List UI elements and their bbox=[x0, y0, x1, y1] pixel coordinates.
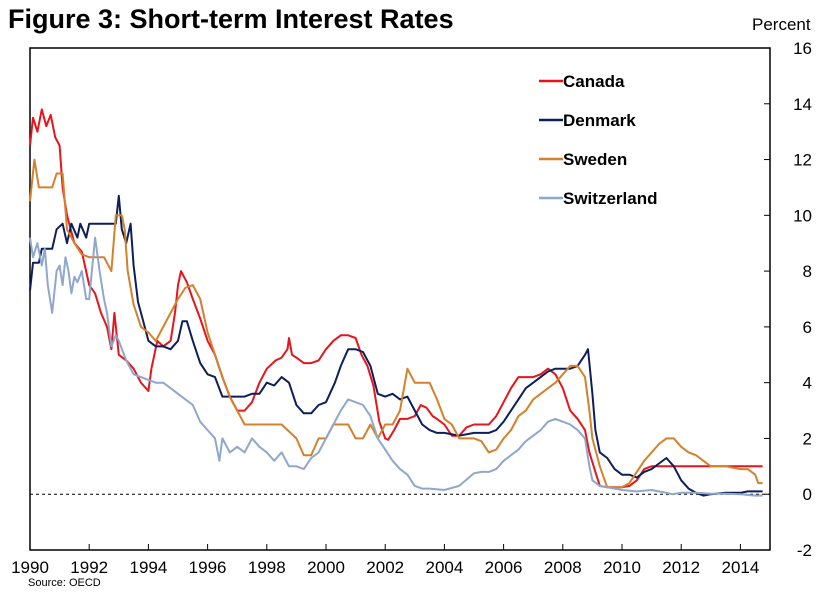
x-tick-label: 2008 bbox=[544, 558, 582, 577]
y-tick-label: 14 bbox=[793, 95, 812, 114]
series-layer bbox=[29, 108, 763, 497]
x-axis: 1990 1992 1994 1996 1998 2000 2002 2004 2006 2008… bbox=[11, 544, 759, 577]
y-tick-label: -2 bbox=[797, 541, 812, 560]
y-tick-label: 0 bbox=[803, 485, 812, 504]
series-line-sweden bbox=[29, 158, 763, 489]
x-tick-label: 2010 bbox=[603, 558, 641, 577]
x-tick-label: 1994 bbox=[129, 558, 167, 577]
y-tick-label: 4 bbox=[803, 374, 812, 393]
y-tick-label: 10 bbox=[793, 206, 812, 225]
y-tick-label: 12 bbox=[793, 151, 812, 170]
x-tick-label: 2002 bbox=[366, 558, 404, 577]
legend-label-sweden: Sweden bbox=[563, 150, 627, 169]
y-tick-label: 16 bbox=[793, 39, 812, 58]
x-tick-label: 2012 bbox=[662, 558, 700, 577]
y-axis: -2 0 2 4 6 8 10 12 14 16 bbox=[764, 39, 812, 560]
series-line-switzerland bbox=[29, 236, 763, 497]
x-tick-label: 2004 bbox=[425, 558, 463, 577]
x-tick-label: 2014 bbox=[721, 558, 759, 577]
x-tick-label: 1996 bbox=[189, 558, 227, 577]
chart-title: Figure 3: Short-term Interest Rates bbox=[8, 4, 454, 34]
plot-area-frame bbox=[29, 47, 771, 551]
legend-label-canada: Canada bbox=[563, 72, 625, 91]
series-line-canada bbox=[29, 108, 763, 489]
x-tick-label: 2000 bbox=[307, 558, 345, 577]
y-axis-label: Percent bbox=[752, 15, 811, 34]
legend-label-switzerland: Switzerland bbox=[563, 189, 657, 208]
y-tick-label: 8 bbox=[803, 262, 812, 281]
x-tick-label: 1992 bbox=[70, 558, 108, 577]
y-tick-label: 2 bbox=[803, 429, 812, 448]
y-tick-label: 6 bbox=[803, 318, 812, 337]
x-tick-label: 1990 bbox=[11, 558, 49, 577]
x-tick-label: 2006 bbox=[485, 558, 523, 577]
legend-label-denmark: Denmark bbox=[563, 111, 636, 130]
source-note: Source: OECD bbox=[28, 577, 101, 589]
legend: Canada Denmark Sweden Switzerland bbox=[539, 72, 657, 208]
x-tick-label: 1998 bbox=[248, 558, 286, 577]
